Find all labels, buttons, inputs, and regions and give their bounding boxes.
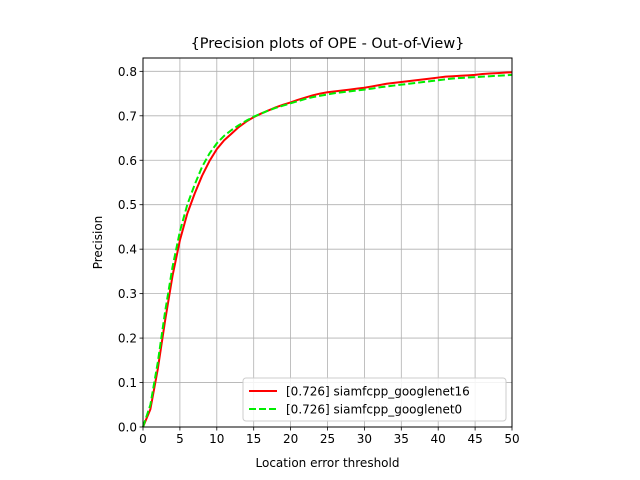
y-tick-label: 0.1 bbox=[118, 376, 137, 390]
y-axis-label: Precision bbox=[91, 216, 105, 270]
y-tick-label: 0.0 bbox=[118, 421, 137, 435]
y-tick-label: 0.5 bbox=[118, 198, 137, 212]
x-axis-label: Location error threshold bbox=[256, 456, 400, 470]
x-tick-label: 40 bbox=[431, 432, 446, 446]
x-tick-label: 20 bbox=[283, 432, 298, 446]
x-tick-label: 0 bbox=[139, 432, 147, 446]
legend-label-2: [0.726] siamfcpp_googlenet0 bbox=[286, 403, 462, 417]
x-tick-label: 50 bbox=[504, 432, 519, 446]
y-tick-label: 0.8 bbox=[118, 65, 137, 79]
x-tick-label: 10 bbox=[209, 432, 224, 446]
ticks: 0 5 10 15 20 25 30 35 40 45 50 0.0 0.1 0.2 0.3 0.4 0.5 0.… bbox=[118, 65, 520, 446]
x-tick-label: 45 bbox=[467, 432, 482, 446]
legend-box bbox=[242, 377, 507, 422]
x-tick-label: 25 bbox=[320, 432, 335, 446]
grid bbox=[142, 58, 513, 428]
x-tick-label: 35 bbox=[394, 432, 409, 446]
legend: [0.726] siamfcpp_googlenet16 [0.726] siam… bbox=[242, 377, 507, 422]
series-line-1 bbox=[142, 71, 513, 428]
y-tick-label: 0.4 bbox=[118, 243, 137, 257]
y-tick-label: 0.3 bbox=[118, 287, 137, 301]
x-tick-label: 5 bbox=[176, 432, 184, 446]
x-tick-label: 30 bbox=[357, 432, 372, 446]
y-tick-label: 0.6 bbox=[118, 154, 137, 168]
y-tick-label: 0.7 bbox=[118, 109, 137, 123]
x-tick-label: 15 bbox=[246, 432, 261, 446]
y-tick-label: 0.2 bbox=[118, 332, 137, 346]
chart-title: {Precision plots of OPE - Out-of-View} bbox=[191, 36, 465, 52]
legend-label-1: [0.726] siamfcpp_googlenet16 bbox=[286, 385, 470, 399]
series-layer bbox=[142, 71, 513, 428]
series-line-2 bbox=[142, 73, 513, 428]
